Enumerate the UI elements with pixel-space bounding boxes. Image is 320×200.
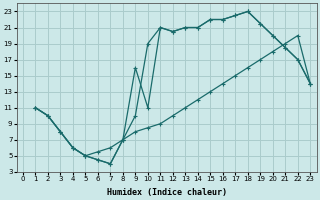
X-axis label: Humidex (Indice chaleur): Humidex (Indice chaleur) (107, 188, 227, 197)
